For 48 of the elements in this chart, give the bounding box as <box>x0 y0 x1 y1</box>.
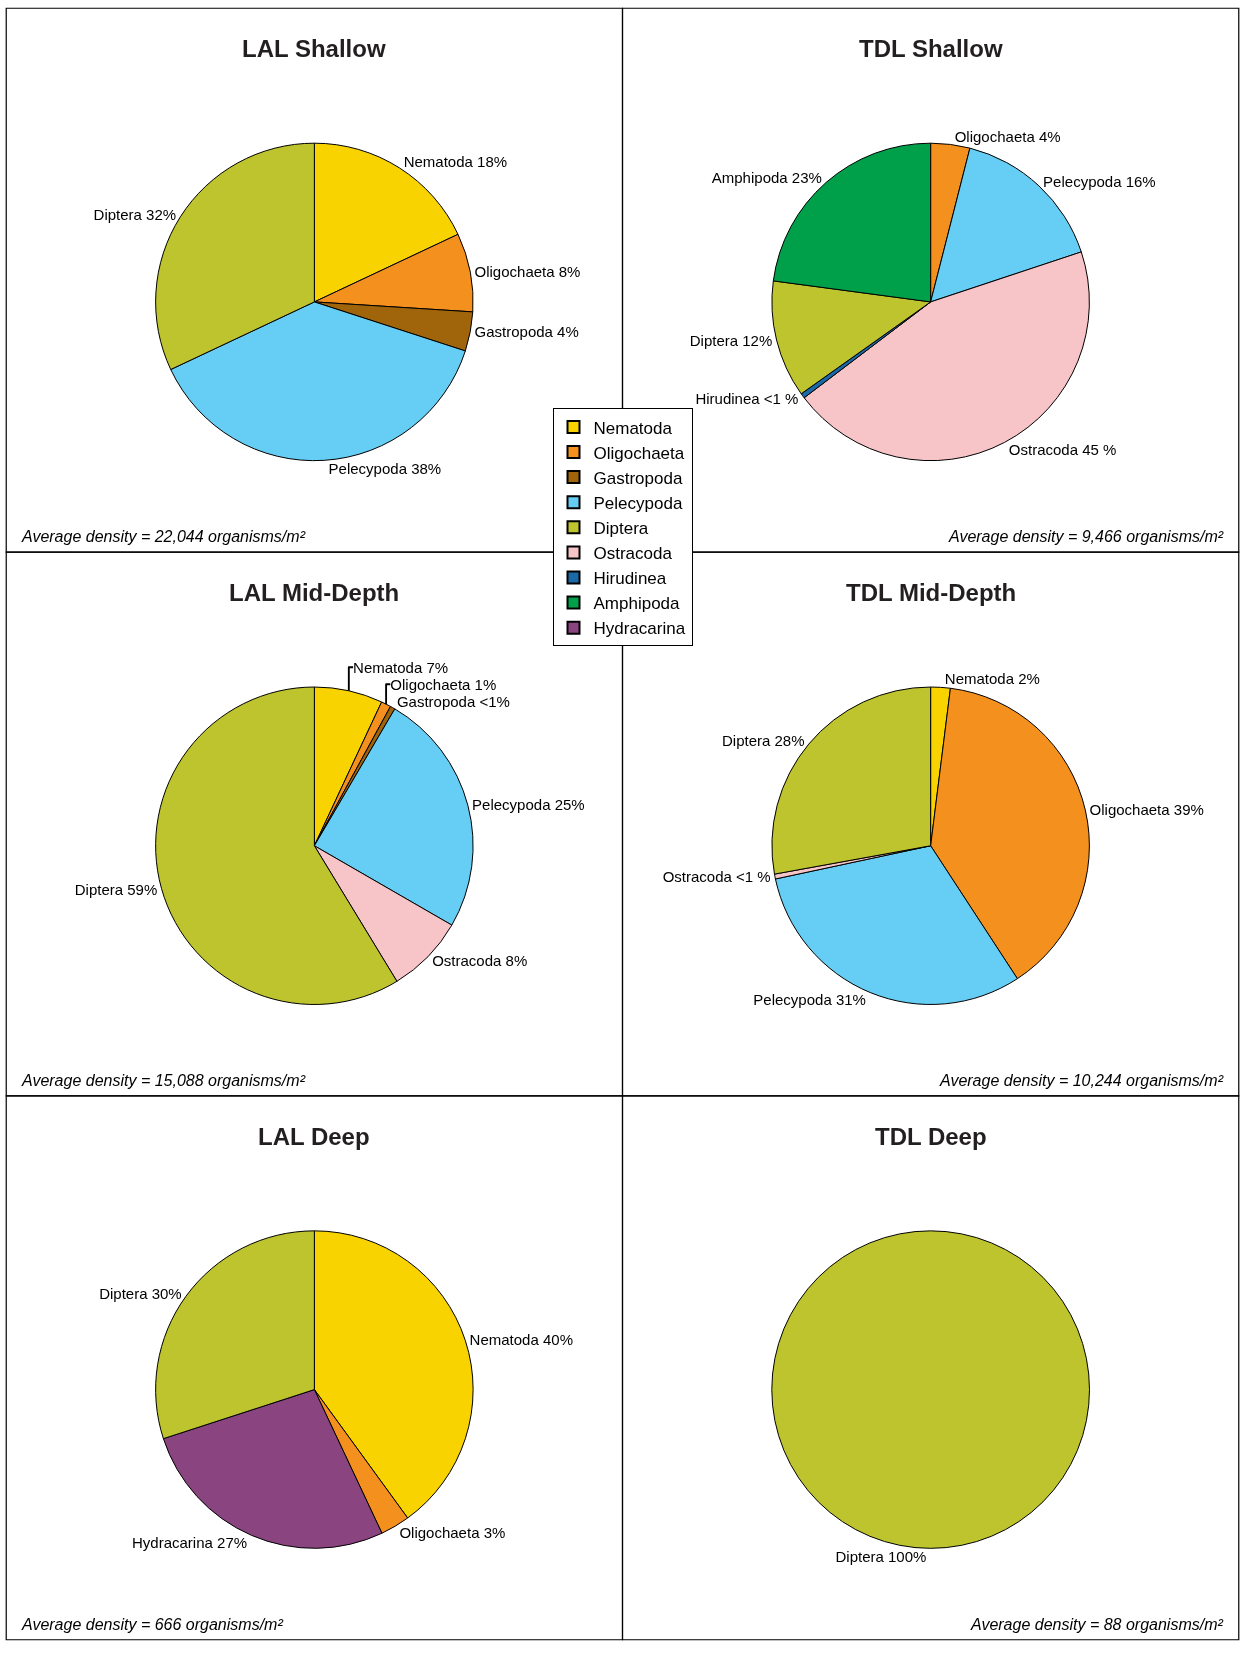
category-label: Oligochaeta 8% <box>474 263 581 281</box>
slice-label: Diptera 100% <box>835 1548 927 1566</box>
chart-title: TDL Shallow <box>859 35 1003 62</box>
legend-label: Hydracarina <box>593 619 686 639</box>
slice-label: Diptera 30% <box>99 1284 182 1302</box>
legend-label: Pelecypoda <box>593 493 683 513</box>
legend-label: Ostracoda <box>593 544 673 564</box>
legend-label: Oligochaeta <box>593 443 685 463</box>
slice-label: Oligochaeta 39% <box>1089 801 1204 819</box>
slice-label: Diptera 28% <box>721 732 805 750</box>
chart-title: TDL Deep <box>875 1123 987 1150</box>
text: Average density = 22,044 organisms/m² <box>21 528 306 545</box>
slice-label: Diptera 12% <box>689 331 773 349</box>
text: Average density = 666 organisms/m² <box>21 1616 284 1633</box>
slice-label: Nematoda 40% <box>469 1331 573 1349</box>
category-label: Pelecypoda 38% <box>328 460 442 478</box>
category-label: Ostracoda 45 % <box>1008 440 1117 458</box>
category-label: Nematoda 18% <box>403 153 508 171</box>
legend-label: Hirudinea <box>593 569 667 589</box>
slice-label: Oligochaeta 1% <box>390 675 497 693</box>
text: Average density = 10,244 organisms/m² <box>939 1072 1224 1089</box>
legend-label: Amphipoda <box>593 594 681 614</box>
legend-label: Diptera <box>593 518 649 538</box>
slice-label: Pelecypoda 25% <box>472 796 585 814</box>
slice-label: Diptera 59% <box>74 880 158 898</box>
text: Average density = 88 organisms/m² <box>970 1616 1224 1633</box>
slice-label: Pelecypoda 31% <box>753 991 866 1009</box>
slice-label: Oligochaeta 3% <box>399 1524 506 1542</box>
category-label: Gastropoda 4% <box>474 323 579 341</box>
category-label: Hydracarina 27% <box>132 1533 248 1551</box>
text: Average density = 9,466 organisms/m² <box>948 528 1224 545</box>
text: LAL Deep <box>258 1123 370 1150</box>
slice-label: Pelecypoda 16% <box>1043 172 1156 190</box>
chart-title: LAL Mid-Depth <box>229 579 400 606</box>
category-label: Amphipoda 23% <box>711 169 822 187</box>
slice-label: Oligochaeta 4% <box>954 127 1061 145</box>
slice-label: Nematoda 2% <box>944 670 1040 688</box>
slice-label: Gastropoda <1% <box>396 692 510 710</box>
chart-title: LAL Shallow <box>242 35 386 62</box>
legend-label: Gastropoda <box>593 468 683 488</box>
slice-label: Ostracoda <1 % <box>662 868 771 886</box>
legend-label: Nematoda <box>593 418 673 438</box>
slice-label: Nematoda 7% <box>353 658 449 676</box>
chart-title: TDL Mid-Depth <box>846 579 1017 606</box>
category-label: Diptera 32% <box>93 205 177 223</box>
category-label: Hirudinea <1 % <box>695 390 799 408</box>
slice-label: Ostracoda 8% <box>432 952 528 970</box>
text: Average density = 15,088 organisms/m² <box>21 1072 306 1089</box>
